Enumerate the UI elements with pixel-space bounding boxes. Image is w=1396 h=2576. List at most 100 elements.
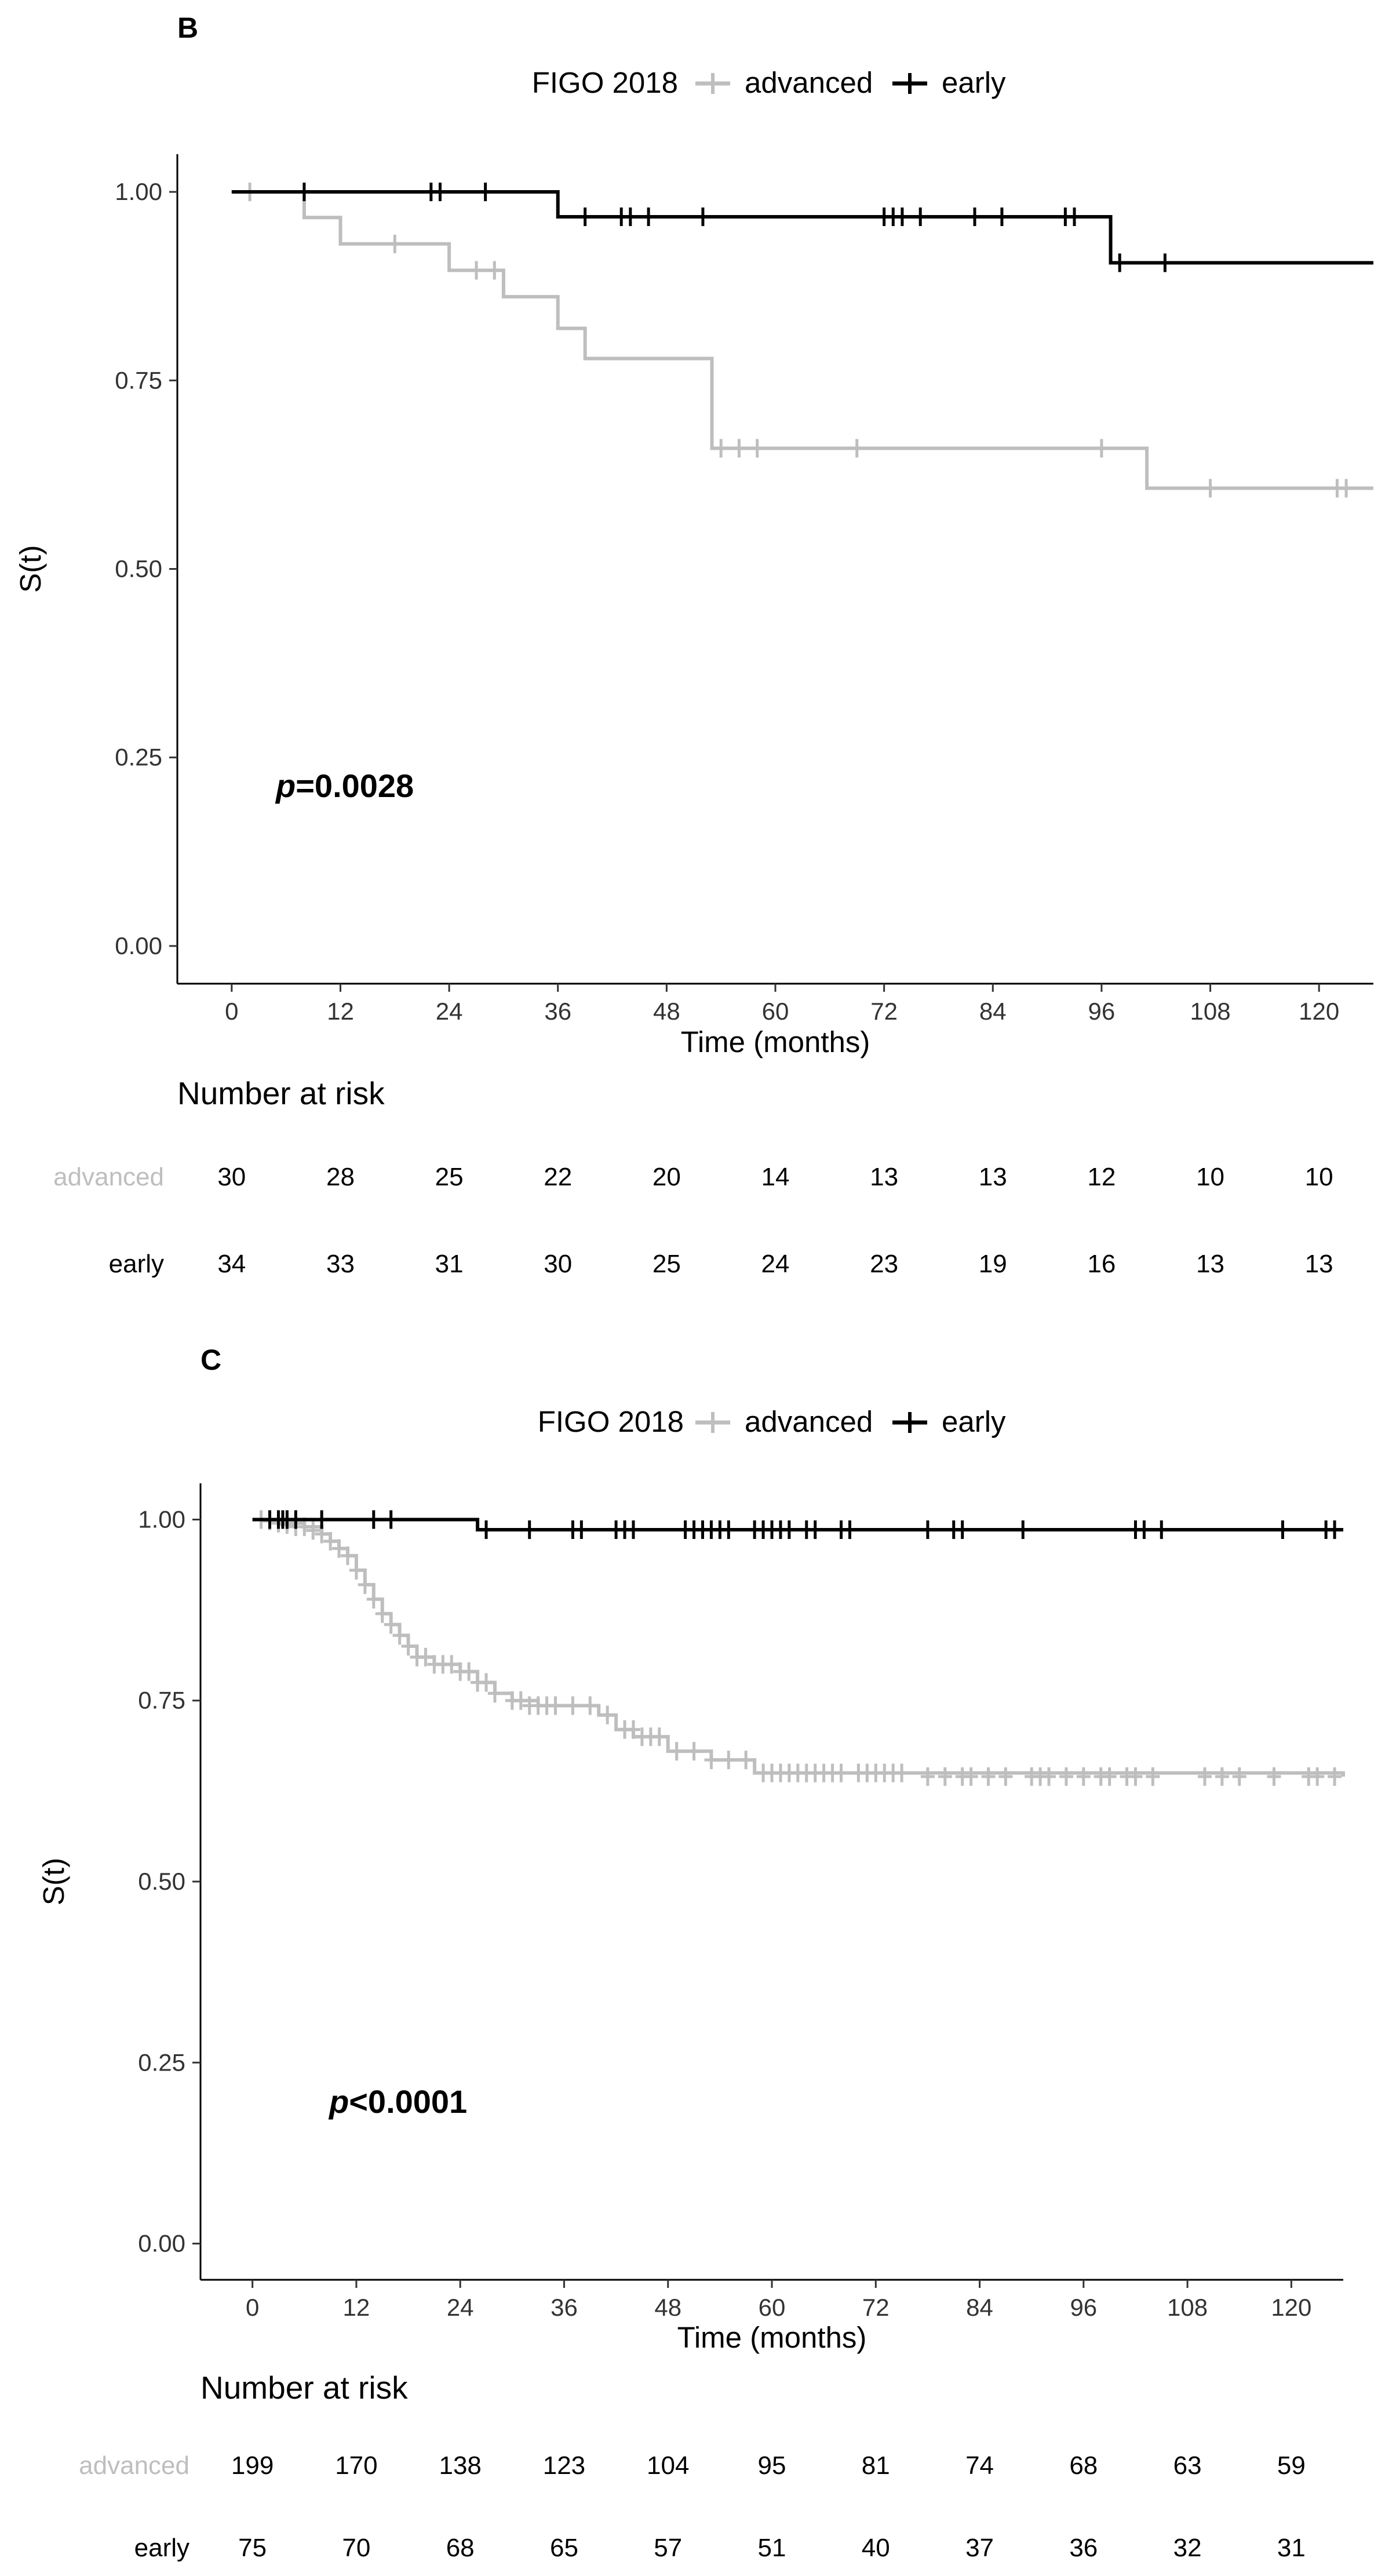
censor-mark-advanced — [834, 1763, 848, 1782]
censor-mark-advanced — [513, 1691, 528, 1710]
x-tick-label: 12 — [327, 998, 354, 1025]
censor-mark-advanced — [964, 1767, 978, 1786]
x-tick-label: 96 — [1088, 998, 1116, 1025]
risk-count-early: 32 — [1173, 2534, 1202, 2562]
legend-title: FIGO 2018 — [538, 1405, 684, 1438]
risk-table-title: Number at risk — [201, 2370, 408, 2406]
censor-mark-early — [384, 1510, 398, 1529]
censor-mark-early — [895, 207, 909, 226]
censor-mark-early — [297, 183, 311, 202]
y-tick-label: 0.00 — [138, 2230, 185, 2257]
censor-mark-advanced — [358, 1575, 372, 1594]
censor-mark-advanced — [401, 1637, 415, 1656]
y-tick-label: 0.50 — [138, 1868, 185, 1895]
censor-mark-advanced — [1267, 1767, 1281, 1786]
risk-count-early: 75 — [238, 2534, 267, 2562]
risk-count-advanced: 10 — [1196, 1163, 1224, 1191]
censor-mark-advanced — [938, 1767, 952, 1786]
censor-mark-advanced — [750, 439, 764, 458]
censor-mark-advanced — [462, 1662, 476, 1681]
censor-mark-early — [968, 207, 982, 226]
risk-count-early: 51 — [758, 2534, 786, 2562]
censor-mark-advanced — [469, 261, 483, 280]
censor-mark-advanced — [981, 1767, 996, 1786]
risk-count-advanced: 63 — [1173, 2451, 1202, 2480]
risk-count-advanced: 68 — [1069, 2451, 1098, 2480]
x-tick-label: 120 — [1299, 998, 1339, 1025]
p-value: p<0.0001 — [328, 2083, 467, 2120]
censor-mark-advanced — [998, 1767, 1013, 1786]
censor-mark-advanced — [375, 1604, 389, 1623]
x-tick-label: 84 — [979, 998, 1007, 1025]
legend-label-advanced: advanced — [745, 1405, 873, 1438]
censor-mark-advanced — [487, 1684, 502, 1703]
x-tick-label: 36 — [551, 2294, 578, 2321]
censor-mark-early — [1137, 1520, 1151, 1539]
p-value-text: =0.0028 — [296, 767, 414, 804]
legend-label-advanced: advanced — [745, 66, 873, 99]
censor-mark-early — [1275, 1520, 1290, 1539]
risk-count-early: 68 — [446, 2534, 475, 2562]
risk-count-advanced: 170 — [335, 2451, 377, 2480]
censor-mark-early — [994, 207, 1009, 226]
p-value-text: <0.0001 — [349, 2083, 467, 2120]
x-axis-label: Time (months) — [681, 1025, 870, 1058]
censor-mark-advanced — [340, 1546, 355, 1565]
x-tick-label: 12 — [343, 2294, 370, 2321]
censor-mark-advanced — [732, 439, 746, 458]
risk-count-early: 19 — [979, 1250, 1007, 1278]
y-tick-label: 0.00 — [115, 932, 162, 959]
censor-mark-advanced — [1128, 1767, 1143, 1786]
panel-b: B FIGO 2018 advanced early 0.00 0.25 0.50 0.75 1… — [14, 12, 1373, 1278]
risk-count-advanced: 74 — [965, 2451, 994, 2480]
censor-mark-advanced — [1042, 1767, 1056, 1786]
y-tick-label: 0.75 — [138, 1687, 185, 1714]
risk-count-early: 31 — [435, 1250, 464, 1278]
censor-mark-advanced — [566, 1696, 580, 1715]
y-axis-label: S(t) — [14, 545, 47, 592]
censor-mark-advanced — [366, 1589, 381, 1609]
censor-mark-advanced — [349, 1560, 363, 1580]
survival-curve-advanced — [231, 190, 1373, 490]
panel-letter: B — [177, 12, 198, 44]
risk-count-early: 31 — [1277, 2534, 1306, 2562]
risk-count-early: 34 — [217, 1250, 246, 1278]
legend-title: FIGO 2018 — [532, 66, 678, 99]
censor-mark-advanced — [1102, 1767, 1117, 1786]
legend-label-early: early — [942, 66, 1006, 99]
survival-curve-early — [231, 190, 1373, 265]
risk-count-advanced: 22 — [544, 1163, 572, 1191]
censor-mark-advanced — [332, 1539, 347, 1558]
x-tick-label: 108 — [1190, 998, 1231, 1025]
censor-mark-advanced — [548, 1696, 563, 1715]
censor-mark-early — [641, 207, 656, 226]
risk-count-advanced: 199 — [231, 2451, 274, 2480]
censor-mark-advanced — [739, 1751, 753, 1770]
risk-count-advanced: 95 — [758, 2451, 786, 2480]
censor-mark-advanced — [487, 261, 502, 280]
risk-count-advanced: 81 — [862, 2451, 890, 2480]
risk-count-advanced: 13 — [870, 1163, 898, 1191]
risk-count-early: 37 — [965, 2534, 994, 2562]
x-tick-label: 72 — [862, 2294, 890, 2321]
x-tick-label: 36 — [544, 998, 571, 1025]
censor-mark-early — [623, 207, 637, 226]
legend: FIGO 2018 advanced early — [532, 66, 1006, 99]
censor-mark-early — [721, 1520, 736, 1539]
x-tick-label: 108 — [1167, 2294, 1208, 2321]
risk-count-early: 36 — [1069, 2534, 1098, 2562]
y-axis-label: S(t) — [37, 1858, 70, 1905]
risk-count-advanced: 28 — [326, 1163, 355, 1191]
x-tick-label: 96 — [1070, 2294, 1097, 2321]
censor-mark-advanced — [1076, 1767, 1091, 1786]
x-tick-label: 48 — [654, 2294, 681, 2321]
risk-count-early: 40 — [862, 2534, 890, 2562]
y-tick-label: 0.50 — [115, 555, 162, 583]
censor-mark-early — [913, 207, 928, 226]
censor-mark-advanced — [721, 1751, 736, 1770]
censor-mark-advanced — [1215, 1767, 1229, 1786]
censor-mark-advanced — [388, 234, 402, 253]
y-tick-label: 1.00 — [138, 1505, 185, 1533]
censor-mark-advanced — [626, 1720, 640, 1739]
